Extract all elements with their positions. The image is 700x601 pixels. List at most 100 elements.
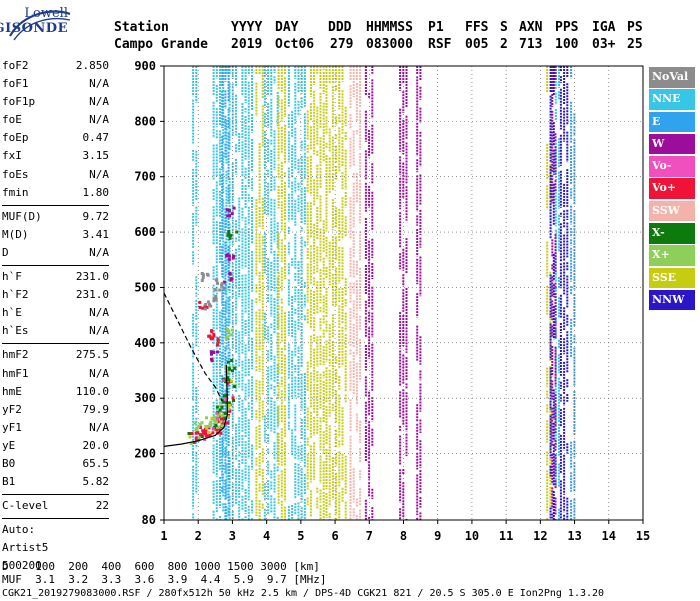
- trace-point: [210, 352, 213, 356]
- param-value: N/A: [89, 420, 109, 434]
- trace-point: [219, 397, 222, 401]
- x-tick-label: 9: [434, 529, 441, 543]
- param-row-hme: hmE 110.0: [2, 383, 109, 401]
- param-row-yf2: yF2 79.9: [2, 401, 109, 419]
- auto-title: Auto:: [2, 523, 36, 537]
- param-name: foF1: [2, 77, 29, 91]
- trace-point: [216, 350, 219, 354]
- trace-point: [226, 335, 230, 339]
- param-separator: [2, 204, 109, 206]
- param-row-mufd: MUF(D) 9.72: [2, 208, 109, 226]
- y-tick-label: 800: [134, 114, 156, 128]
- trace-point: [227, 407, 231, 411]
- trace-point: [190, 432, 194, 435]
- trace-point: [204, 307, 207, 311]
- param-row-foe: foE N/A: [2, 111, 109, 129]
- trace-point: [211, 427, 215, 431]
- param-row-fof1p: foF1p N/A: [2, 93, 109, 111]
- legend-item-vo: Vo+: [649, 178, 695, 199]
- param-name: B1: [2, 475, 16, 489]
- param-row-b1: B1 5.82: [2, 473, 109, 491]
- echo-series-w: [364, 66, 557, 520]
- trace-point: [222, 417, 226, 421]
- trace-point: [200, 421, 204, 425]
- param-value: 9.72: [82, 209, 110, 223]
- trace-point: [218, 428, 222, 432]
- param-row-hf: h`F 231.0: [2, 268, 109, 286]
- trace-point: [207, 431, 211, 434]
- trace-point: [211, 431, 215, 435]
- profile-dashed-curve: [163, 292, 223, 402]
- trace-point: [230, 328, 234, 332]
- param-name: foF2: [2, 59, 29, 72]
- trace-point: [220, 405, 224, 409]
- trace-point: [206, 434, 210, 438]
- x-tick-label: 11: [499, 529, 513, 543]
- trace-point: [229, 333, 233, 337]
- hdr-pps-label: PPS: [555, 20, 579, 35]
- param-value: 0.47: [82, 131, 110, 145]
- trace-point: [226, 253, 230, 257]
- x-tick-label: 12: [533, 529, 547, 543]
- trace-point: [194, 428, 198, 432]
- trace-point: [227, 232, 231, 236]
- trace-point: [231, 256, 235, 260]
- trace-point: [222, 412, 226, 416]
- param-row-ye: yE 20.0: [2, 437, 109, 455]
- trace-point: [228, 214, 232, 218]
- trace-point: [216, 340, 220, 344]
- trace-point: [233, 385, 236, 388]
- legend-item-x: X+: [649, 245, 695, 266]
- param-value: 275.5: [75, 348, 109, 362]
- trace-point: [215, 420, 219, 424]
- param-name: h`F2: [2, 288, 29, 302]
- trace-point: [198, 422, 202, 426]
- trace-point: [200, 435, 204, 438]
- logo-lowell: Lowell: [24, 6, 68, 21]
- param-value: 22: [95, 499, 109, 513]
- footer-file-row: CGK21_2019279083000.RSF / 280fx512h 50 k…: [2, 588, 605, 599]
- trace-point: [187, 432, 191, 435]
- trace-point: [227, 257, 231, 261]
- trace-point: [194, 431, 198, 435]
- legend-item-x: X-: [649, 223, 695, 244]
- trace-point: [214, 297, 218, 301]
- trace-point: [230, 379, 234, 383]
- param-name: C-level: [2, 499, 49, 513]
- param-separator: [2, 265, 109, 267]
- echo-series-sse: [255, 66, 552, 520]
- trace-point: [192, 441, 196, 444]
- legend-item-w: W: [649, 133, 695, 155]
- x-tick-label: 3: [229, 529, 236, 543]
- trace-point: [228, 367, 231, 371]
- param-row-fof1: foF1 N/A: [2, 75, 109, 93]
- hdr-day-value: Oct06: [275, 37, 315, 52]
- trace-point: [212, 299, 216, 303]
- hdr-hhmmss-value: 083000: [366, 37, 413, 52]
- trace-point: [224, 394, 228, 398]
- param-row-d: D N/A: [2, 244, 109, 262]
- param-name: fmin: [2, 185, 29, 199]
- param-row-fxi: fxI 3.15: [2, 147, 109, 165]
- trace-point: [212, 415, 216, 419]
- trace-point: [205, 416, 208, 420]
- trace-point: [227, 254, 231, 258]
- logo-digisonde: DIGISONDE: [0, 21, 68, 36]
- param-row-yf1: yF1 N/A: [2, 419, 109, 437]
- param-value: N/A: [89, 95, 109, 109]
- auto-artist: Artist5: [2, 539, 109, 557]
- trace-point: [219, 420, 223, 424]
- hdr-ffs-label: FFS: [465, 20, 489, 35]
- param-row-foep: foEp 0.47: [2, 129, 109, 147]
- trace-point: [209, 350, 213, 354]
- trace-point: [225, 208, 229, 212]
- trace-point: [201, 273, 205, 277]
- param-name: D: [2, 245, 9, 259]
- param-separator: [2, 518, 109, 520]
- hdr-s-value: 2: [500, 37, 508, 52]
- param-name: hmE: [2, 384, 22, 398]
- x-tick-label: 2: [195, 529, 202, 543]
- param-value: 79.9: [82, 402, 110, 416]
- trace-point: [204, 303, 208, 306]
- trace-point: [216, 343, 219, 347]
